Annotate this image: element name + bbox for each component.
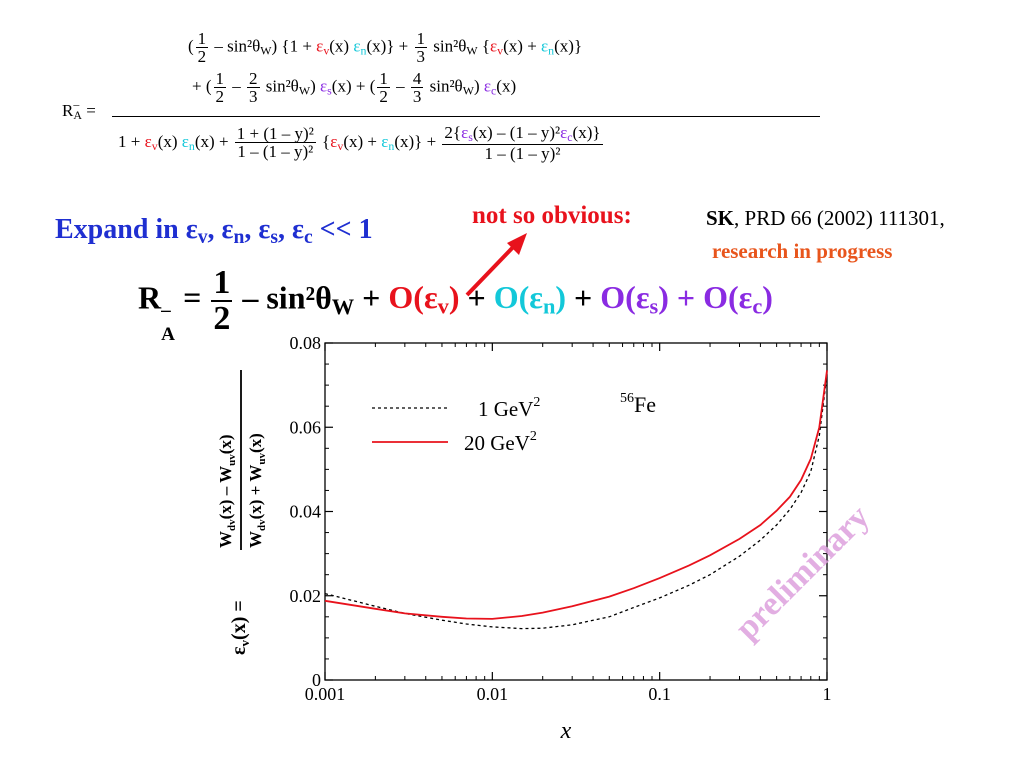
- watermark-preliminary: preliminary: [728, 498, 877, 647]
- note-progress: research in progress: [712, 239, 893, 263]
- formula-top: R – A = (1 2 – sin²θW) {1 + εv(x) εn(x)} + …: [0, 0, 1024, 200]
- chart-series: [324, 370, 828, 630]
- series-line-solid: [324, 370, 828, 620]
- x-tick-label: 0.01: [477, 684, 509, 704]
- x-tick-label: 1: [823, 684, 832, 704]
- y-tick-label: 0.02: [290, 586, 322, 606]
- chart-ticks: 0.001 0.01 0.1 1 0 0.02 0.04 0.06 0.08: [290, 333, 832, 704]
- svg-text:Wdv(x) – Wuv(x): Wdv(x) – Wuv(x): [216, 434, 238, 548]
- y-tick-label: 0.06: [290, 417, 322, 437]
- svg-text:Wdv(x) + Wuv(x): Wdv(x) + Wuv(x): [246, 433, 268, 548]
- note-reference: SK, PRD 66 (2002) 111301,: [706, 206, 945, 230]
- note-arrow: [465, 233, 527, 297]
- formula-top-lhs: R – A =: [62, 97, 96, 122]
- chart-legend: 1 GeV2 20 GeV2: [372, 395, 540, 455]
- x-tick-label: 0.1: [648, 684, 671, 704]
- y-axis-label: εv(x) = Wdv(x) – Wuv(x) Wdv(x) + Wuv(x): [216, 370, 268, 655]
- nucleus-annotation: 56Fe: [620, 391, 656, 417]
- svg-text:εv(x) =: εv(x) =: [228, 600, 252, 655]
- x-axis-label: x: [560, 718, 572, 744]
- formula-denominator: 1 + εv(x) εn(x) + 1 + (1 – y)² 1 – (1 – y…: [118, 123, 603, 163]
- y-tick-label: 0: [312, 670, 321, 690]
- series-line-dotted: [324, 374, 828, 630]
- y-tick-label: 0.08: [290, 333, 322, 353]
- expand-text: Expand in εv, εn, εs, εc << 1: [55, 214, 373, 248]
- formula-fraction-bar: [112, 116, 820, 117]
- y-tick-label: 0.04: [290, 502, 322, 522]
- legend-label: 20 GeV2: [464, 429, 537, 455]
- note-label: not so obvious:: [472, 202, 632, 229]
- legend-label: 1 GeV2: [478, 395, 540, 421]
- x-tick-label: 0.001: [305, 684, 346, 704]
